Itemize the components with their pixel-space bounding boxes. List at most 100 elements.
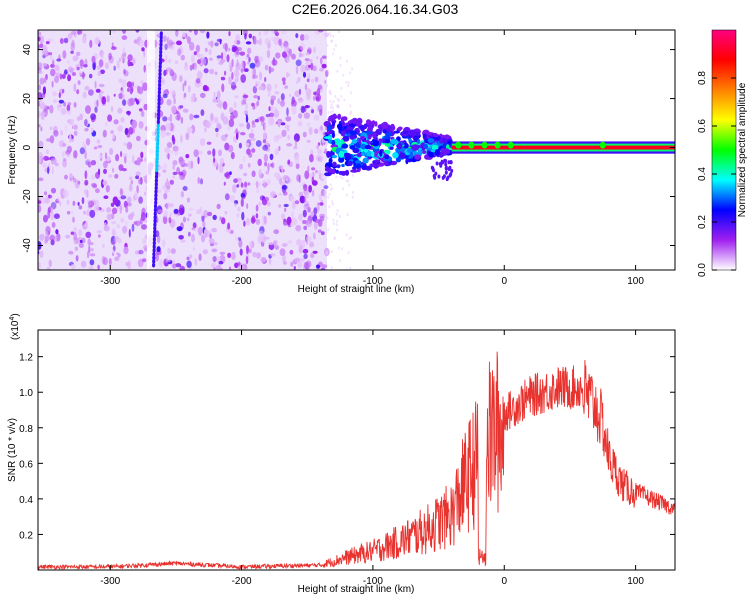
noise-blob [118, 164, 124, 172]
noise-blob [336, 103, 339, 107]
carrier-blob [481, 141, 488, 149]
noise-blob [331, 52, 334, 56]
noise-blob [38, 262, 41, 270]
noise-blob [270, 103, 274, 113]
transition-blob [345, 169, 350, 176]
noise-blob [166, 142, 173, 148]
transition-blob [341, 143, 349, 149]
noise-blob [196, 52, 201, 57]
noise-blob [113, 119, 119, 125]
noise-blob [219, 38, 222, 45]
transition-blob [393, 130, 400, 134]
noise-blob [236, 77, 239, 82]
noise-blob [120, 87, 123, 91]
noise-blob [285, 177, 292, 184]
noise-blob [234, 69, 240, 78]
noise-blob [122, 99, 127, 106]
noise-blob [92, 61, 96, 71]
transition-blob [442, 174, 446, 179]
noise-blob [56, 58, 62, 62]
noise-blob [273, 36, 279, 46]
noise-blob [79, 59, 84, 67]
transition-blob [358, 125, 364, 130]
noise-blob [58, 54, 61, 60]
noise-blob [163, 163, 167, 169]
noise-blob [304, 58, 310, 62]
transition-blob [356, 152, 363, 158]
noise-blob [297, 261, 303, 269]
noise-blob [274, 30, 278, 35]
noise-blob [113, 65, 116, 71]
noise-blob [131, 119, 138, 129]
streak-blob [153, 222, 157, 228]
transition-blob [346, 155, 352, 160]
noise-blob [309, 59, 313, 63]
noise-blob [109, 147, 114, 155]
noise-blob [216, 203, 221, 210]
noise-blob [99, 154, 103, 159]
transition-blob [337, 123, 343, 131]
noise-blob [250, 129, 254, 133]
noise-blob [276, 134, 283, 139]
noise-blob [83, 189, 88, 195]
noise-blob [94, 37, 100, 45]
noise-blob [38, 200, 42, 204]
noise-blob [91, 182, 97, 188]
noise-blob [281, 184, 288, 190]
noise-blob [278, 146, 281, 151]
noise-blob [160, 129, 166, 139]
streak-blob [158, 82, 162, 88]
colorbar-tick-label: 0.2 [697, 215, 708, 229]
noise-blob [111, 207, 118, 215]
noise-blob [43, 76, 47, 84]
noise-blob [199, 206, 202, 214]
streak-blob [155, 159, 159, 165]
transition-blob [331, 139, 336, 146]
noise-blob [277, 119, 281, 128]
noise-blob [349, 104, 352, 108]
noise-blob [246, 148, 251, 155]
noise-blob [348, 237, 351, 241]
noise-blob [334, 134, 337, 137]
noise-blob [258, 56, 264, 62]
noise-blob [227, 124, 231, 131]
noise-blob [71, 210, 74, 215]
noise-blob [73, 150, 78, 159]
noise-blob [38, 36, 41, 42]
noise-blob [295, 65, 299, 75]
noise-blob [75, 63, 82, 69]
noise-blob [351, 195, 354, 199]
transition-blob [340, 130, 346, 137]
noise-blob [177, 48, 182, 56]
noise-blob [108, 52, 112, 60]
noise-blob [188, 254, 193, 259]
snr-frame [37, 329, 676, 571]
noise-blob [266, 179, 271, 186]
noise-blob [52, 59, 55, 67]
noise-blob [248, 33, 252, 39]
noise-blob [117, 107, 123, 114]
noise-blob [50, 211, 55, 221]
noise-blob [137, 85, 141, 94]
transition-blob [371, 151, 375, 158]
streak-blob [158, 67, 162, 73]
noise-blob [227, 222, 231, 230]
carrier-blob [494, 141, 501, 149]
noise-blob [252, 85, 258, 94]
noise-blob [307, 122, 310, 128]
noise-blob [74, 246, 79, 251]
noise-blob [294, 257, 301, 263]
noise-blob [298, 113, 303, 119]
noise-blob [168, 59, 171, 63]
noise-blob [314, 218, 320, 224]
noise-blob [186, 260, 192, 268]
noise-blob [141, 224, 147, 230]
noise-blob [317, 169, 322, 175]
noise-blob [51, 222, 56, 228]
noise-blob [186, 217, 190, 222]
noise-blob [171, 134, 175, 142]
noise-blob [325, 70, 329, 78]
streak-blob [152, 240, 156, 246]
colorbar-tick-label: 0.4 [697, 167, 708, 181]
noise-blob [121, 35, 128, 40]
